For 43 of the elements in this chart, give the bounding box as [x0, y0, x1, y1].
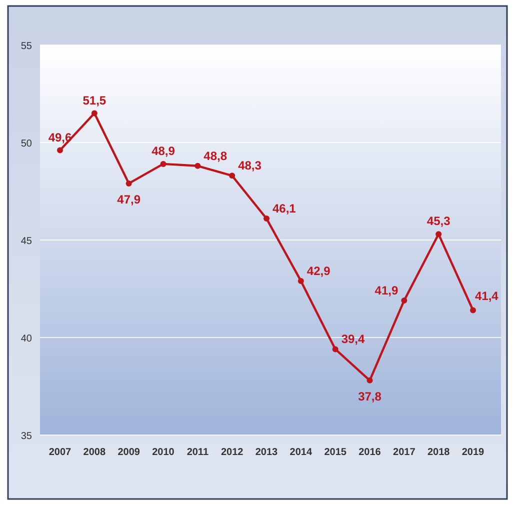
x-tick-label: 2016: [358, 447, 382, 458]
point: [264, 216, 270, 222]
point: [298, 278, 304, 284]
y-tick-label: 40: [20, 334, 32, 344]
data-label: 48,3: [238, 158, 262, 173]
x-tick-label: 2017: [393, 447, 416, 458]
point: [91, 110, 98, 116]
data-label: 41,4: [475, 289, 499, 304]
x-tick-label: 2019: [462, 447, 485, 458]
point: [194, 162, 201, 169]
point: [57, 147, 63, 154]
x-tick-label: 2015: [324, 447, 347, 458]
data-label: 37,8: [358, 389, 382, 404]
y-tick-label: 35: [20, 431, 32, 442]
data-label: 46,1: [272, 202, 296, 216]
data-label: 41,9: [374, 283, 398, 298]
point: [160, 160, 166, 167]
point: [401, 297, 408, 304]
x-tick-label: 2018: [427, 447, 450, 458]
x-tick-label: 2013: [255, 447, 278, 458]
data-label: 48,9: [152, 144, 176, 158]
x-tick-label: 2010: [152, 447, 175, 458]
point: [366, 377, 373, 384]
x-tick-label: 2011: [186, 447, 209, 458]
x-tick-label: 2008: [83, 447, 106, 458]
x-tick-label: 2009: [118, 447, 140, 458]
y-tick-label: 55: [20, 41, 32, 52]
y-tick-label: 50: [20, 138, 32, 150]
data-label: 45,3: [426, 214, 451, 228]
point: [436, 231, 442, 238]
data-label: 48,8: [204, 148, 228, 163]
point: [332, 346, 338, 352]
data-label: 42,9: [306, 264, 331, 278]
point: [470, 307, 476, 314]
x-tick-label: 2007: [48, 447, 72, 458]
y-tick-label: 45: [20, 236, 32, 247]
data-label: 39,4: [341, 332, 366, 346]
x-tick-label: 2014: [290, 447, 312, 458]
data-label: 47,9: [117, 192, 141, 206]
point: [126, 180, 132, 186]
point: [229, 172, 236, 179]
data-label: 51,5: [82, 93, 106, 108]
x-tick-label: 2012: [220, 447, 244, 458]
